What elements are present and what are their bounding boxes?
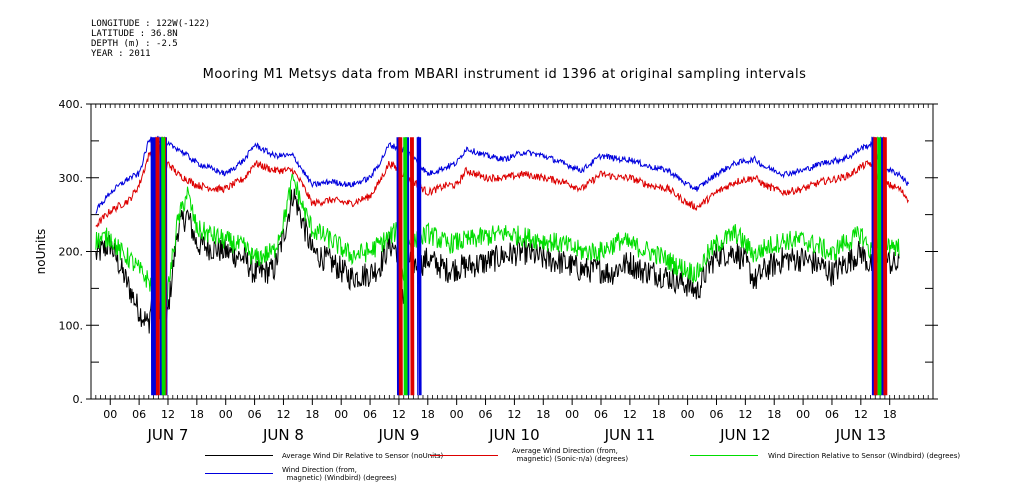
legend-label: Wind Direction (from, magnetic) (Windbir… [282,466,397,482]
legend-swatch [205,455,273,456]
wrap-spike [161,136,166,396]
x-tick-label: 06 [248,408,262,421]
legend-swatch [430,455,498,456]
metadata-block: LONGITUDE : 122W(-122) LATITUDE : 36.8N … [91,19,210,59]
year-label: YEAR : 2011 [91,49,151,59]
x-tick-label: 06 [363,408,377,421]
latitude-label: LATITUDE : 36.8N [91,29,178,39]
wrap-spike [403,137,408,396]
day-label: JUN 9 [377,426,419,444]
x-tick-label: 18 [421,408,435,421]
y-axis-label: noUnits [34,229,48,275]
wrap-spike [416,136,422,396]
legend-label: Average Wind Direction (from, magnetic) … [512,447,629,463]
wrap-spike [882,136,888,396]
day-label: JUN 11 [604,426,655,444]
x-tick-label: 06 [594,408,608,421]
x-tick-label: 12 [507,408,521,421]
wrap-spike [877,136,882,396]
x-tick-label: 06 [132,408,146,421]
x-tick-label: 12 [392,408,406,421]
x-tick-label: 00 [334,408,348,421]
series-line [95,140,909,228]
legend-label: Average Wind Dir Relative to Sensor (noU… [282,452,444,460]
wrap-spike [873,136,878,396]
x-tick-label: 12 [738,408,752,421]
y-tick-label: 200. [59,246,84,259]
x-tick-label: 18 [883,408,897,421]
x-tick-label: 18 [190,408,204,421]
x-tick-label: 18 [536,408,550,421]
x-tick-label: 00 [796,408,810,421]
x-tick-label: 18 [767,408,781,421]
y-tick-label: 0. [73,393,84,406]
x-tick-label: 12 [276,408,290,421]
x-tick-label: 06 [825,408,839,421]
x-tick-label: 12 [854,408,868,421]
x-tick-label: 00 [103,408,117,421]
x-tick-label: 12 [623,408,637,421]
y-tick-label: 300. [59,172,84,185]
chart-title: Mooring M1 Metsys data from MBARI instru… [202,67,807,82]
x-tick-label: 00 [450,408,464,421]
day-label: JUN 12 [719,426,770,444]
y-tick-label: 100. [59,319,84,332]
day-label: JUN 10 [488,426,539,444]
day-label: JUN 8 [262,426,304,444]
legend-swatch [205,473,273,474]
legend-swatch [690,455,758,456]
wrap-spike [150,136,157,396]
day-label: JUN 13 [835,426,886,444]
series-line [95,135,909,214]
x-tick-label: 18 [652,408,666,421]
wrap-spike [410,137,415,396]
longitude-label: LONGITUDE : 122W(-122) [91,19,211,29]
x-tick-label: 12 [161,408,175,421]
x-tick-label: 00 [681,408,695,421]
x-tick-label: 00 [565,408,579,421]
x-tick-label: 18 [305,408,319,421]
y-tick-label: 400. [59,98,84,111]
x-tick-label: 00 [219,408,233,421]
series-line [95,188,900,349]
day-label: JUN 7 [147,426,189,444]
depth-label: DEPTH (m) : -2.5 [91,39,178,49]
legend-label: Wind Direction Relative to Sensor (Windb… [768,452,961,460]
series-line [95,173,900,346]
x-tick-label: 06 [479,408,493,421]
wrap-spike [155,136,160,396]
x-tick-label: 06 [709,408,723,421]
wrap-spike [398,137,403,396]
